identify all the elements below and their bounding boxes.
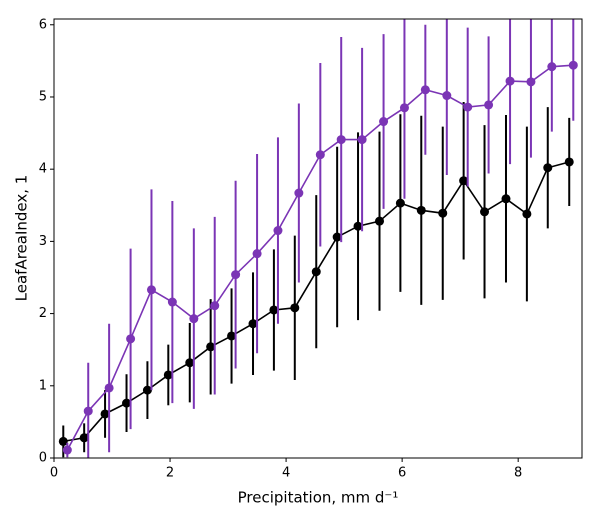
x-axis-label: Precipitation, mm d⁻¹ <box>238 489 399 507</box>
point <box>336 135 346 145</box>
point <box>332 232 342 242</box>
point <box>526 77 536 87</box>
plot-area <box>58 19 578 458</box>
point <box>463 102 473 112</box>
point <box>379 117 389 127</box>
x-tick-label: 4 <box>282 466 290 481</box>
point <box>185 358 195 368</box>
y-tick-label: 0 <box>39 451 47 466</box>
y-axis-label: LeafAreaIndex, 1 <box>13 175 31 302</box>
point <box>543 163 553 173</box>
x-tick-label: 8 <box>514 466 522 481</box>
point <box>62 445 72 455</box>
point <box>142 385 152 395</box>
y-tick-label: 4 <box>39 162 47 177</box>
point <box>420 85 430 95</box>
x-tick-label: 6 <box>398 466 406 481</box>
point <box>273 226 283 236</box>
y-tick-label: 3 <box>39 234 47 249</box>
point <box>459 176 469 186</box>
point <box>79 433 89 443</box>
point <box>315 150 325 160</box>
point <box>480 207 490 217</box>
x-tick-label: 2 <box>166 466 174 481</box>
plot-frame <box>53 18 583 459</box>
point <box>100 409 110 419</box>
y-tick-label: 5 <box>39 89 47 104</box>
point <box>399 103 409 113</box>
point <box>442 91 452 101</box>
point <box>568 60 578 70</box>
point <box>210 301 220 311</box>
point <box>227 331 237 341</box>
point <box>167 297 177 307</box>
y-tick-label: 1 <box>39 378 47 393</box>
point <box>311 267 321 277</box>
point <box>294 188 304 198</box>
point <box>231 270 241 280</box>
point <box>189 314 199 324</box>
point <box>353 221 363 231</box>
point <box>505 76 515 86</box>
point <box>522 209 532 219</box>
point <box>163 370 173 380</box>
point <box>547 62 557 72</box>
point <box>375 216 385 226</box>
point <box>146 285 156 295</box>
point <box>122 398 132 408</box>
y-tick-label: 6 <box>39 17 47 32</box>
point <box>416 205 426 215</box>
point <box>248 319 258 329</box>
point <box>104 383 114 393</box>
point <box>564 157 574 167</box>
point <box>484 100 494 110</box>
point <box>83 406 93 416</box>
point <box>290 303 300 313</box>
point <box>58 436 68 446</box>
point <box>126 334 136 344</box>
point <box>395 198 405 208</box>
y-tick-label: 2 <box>39 306 47 321</box>
point <box>438 208 448 218</box>
point <box>501 194 511 204</box>
x-tick-label: 0 <box>50 466 58 481</box>
point <box>357 135 367 145</box>
point <box>269 305 279 315</box>
point <box>252 249 262 259</box>
point <box>206 342 216 352</box>
